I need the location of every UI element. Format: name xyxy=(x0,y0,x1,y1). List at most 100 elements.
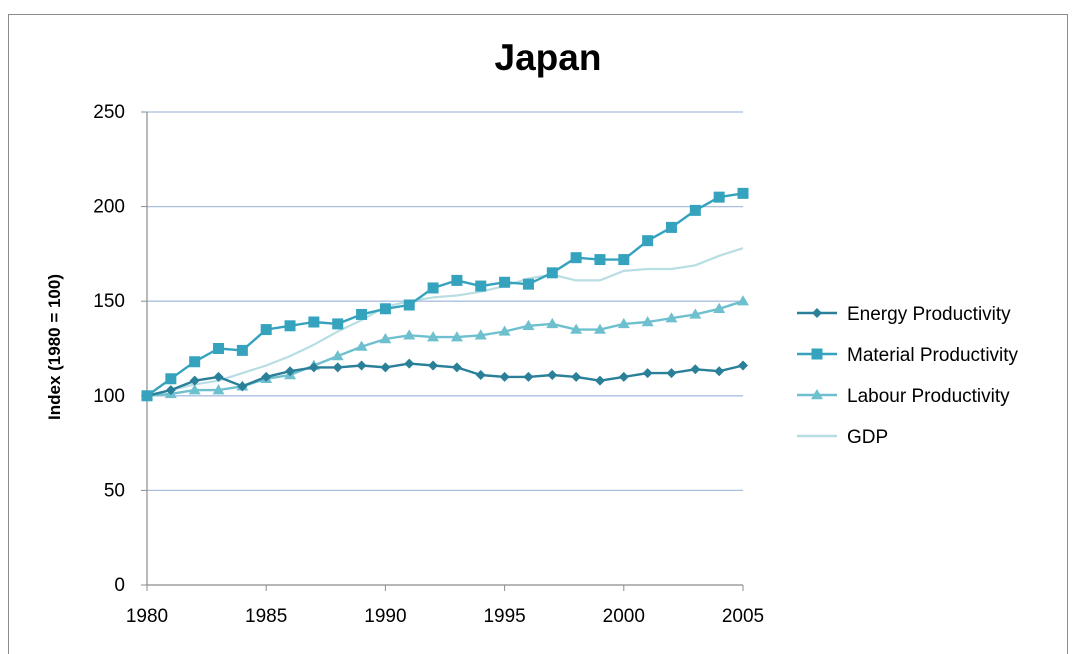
legend-marker xyxy=(812,308,822,318)
data-point xyxy=(522,319,535,330)
data-point xyxy=(617,317,630,329)
data-point xyxy=(641,316,654,327)
data-point xyxy=(189,356,201,368)
series-line xyxy=(146,300,744,397)
data-point xyxy=(237,381,248,392)
data-point xyxy=(618,371,629,382)
data-point xyxy=(332,362,343,373)
data-point xyxy=(331,350,344,361)
series-line xyxy=(146,247,744,397)
data-point xyxy=(356,308,368,320)
x-tick-label: 1995 xyxy=(483,606,525,627)
series-labour-productivity xyxy=(141,295,749,400)
data-point xyxy=(714,366,725,377)
data-point xyxy=(618,254,630,266)
chart-frame xyxy=(8,14,1068,654)
legend-label: Labour Productivity xyxy=(847,386,1010,407)
y-tick-label: 50 xyxy=(104,480,125,501)
data-point xyxy=(451,274,463,286)
gridlines xyxy=(141,111,743,586)
data-point xyxy=(332,318,344,330)
y-tick-labels: 0 50 100 150 200 250 xyxy=(93,102,125,596)
series-material-productivity xyxy=(141,187,749,402)
data-point xyxy=(546,267,558,279)
data-point xyxy=(642,235,654,247)
legend-item: Labour Productivity xyxy=(797,386,1010,407)
data-point xyxy=(428,360,439,371)
data-point xyxy=(546,317,559,329)
data-point xyxy=(356,360,367,371)
data-point xyxy=(713,302,726,313)
series-gdp xyxy=(146,247,744,397)
data-point xyxy=(403,299,415,311)
x-tick-label: 2005 xyxy=(722,606,764,627)
axes xyxy=(146,112,744,591)
legend-item: GDP xyxy=(797,427,888,448)
legend-marker xyxy=(811,348,823,360)
data-point xyxy=(594,375,605,386)
series-lines xyxy=(141,187,749,402)
data-point xyxy=(737,295,749,306)
y-tick-label: 100 xyxy=(93,386,125,407)
data-point xyxy=(666,368,677,379)
data-point xyxy=(403,329,416,340)
data-point xyxy=(594,254,606,266)
data-point xyxy=(593,323,606,334)
data-point xyxy=(571,371,582,382)
data-point xyxy=(475,369,486,380)
data-point xyxy=(498,325,511,336)
legend-label: Material Productivity xyxy=(847,345,1019,366)
legend-item: Energy Productivity xyxy=(797,304,1011,325)
data-point xyxy=(499,276,511,288)
legend-label: GDP xyxy=(847,427,888,448)
legend-item: Material Productivity xyxy=(797,345,1019,366)
legend: Energy Productivity Material Productivity… xyxy=(797,304,1019,448)
data-point xyxy=(165,373,177,385)
data-point xyxy=(189,375,200,386)
data-point xyxy=(427,282,439,294)
data-point xyxy=(213,371,224,382)
data-point xyxy=(213,343,225,354)
data-point xyxy=(570,323,583,334)
data-point xyxy=(427,331,440,342)
data-point xyxy=(523,371,534,382)
data-point xyxy=(738,360,748,371)
data-point xyxy=(355,340,368,351)
data-point xyxy=(451,362,462,373)
legend-marker xyxy=(811,389,823,400)
x-tick-label: 1980 xyxy=(126,606,168,627)
y-tick-label: 150 xyxy=(93,291,125,312)
data-point xyxy=(141,390,153,402)
series-line xyxy=(146,362,744,397)
data-point xyxy=(689,204,701,216)
data-point xyxy=(690,364,701,375)
x-tick-label: 1990 xyxy=(364,606,406,627)
data-point xyxy=(404,358,415,369)
data-point xyxy=(547,369,558,380)
x-tick-labels: 1980 1985 1990 1995 2000 2005 xyxy=(126,606,764,627)
y-axis-label: Index (1980 = 100) xyxy=(45,274,64,420)
data-point xyxy=(188,384,201,395)
data-point xyxy=(665,312,678,323)
data-point xyxy=(689,308,702,319)
data-point xyxy=(285,366,296,377)
x-tick-label: 2000 xyxy=(603,606,645,627)
data-point xyxy=(499,371,510,382)
data-point xyxy=(642,368,653,379)
data-point xyxy=(570,252,582,264)
data-point xyxy=(474,329,487,340)
data-point xyxy=(475,280,487,292)
y-tick-label: 250 xyxy=(93,102,125,123)
data-point xyxy=(236,344,248,356)
data-point xyxy=(379,303,391,315)
x-tick-label: 1985 xyxy=(245,606,287,627)
data-point xyxy=(261,371,272,382)
data-point xyxy=(165,385,176,396)
data-point xyxy=(284,320,296,332)
data-point xyxy=(212,384,225,395)
data-point xyxy=(308,362,319,373)
data-point xyxy=(737,187,749,199)
legend-label: Energy Productivity xyxy=(847,304,1011,325)
y-tick-label: 0 xyxy=(114,575,125,596)
